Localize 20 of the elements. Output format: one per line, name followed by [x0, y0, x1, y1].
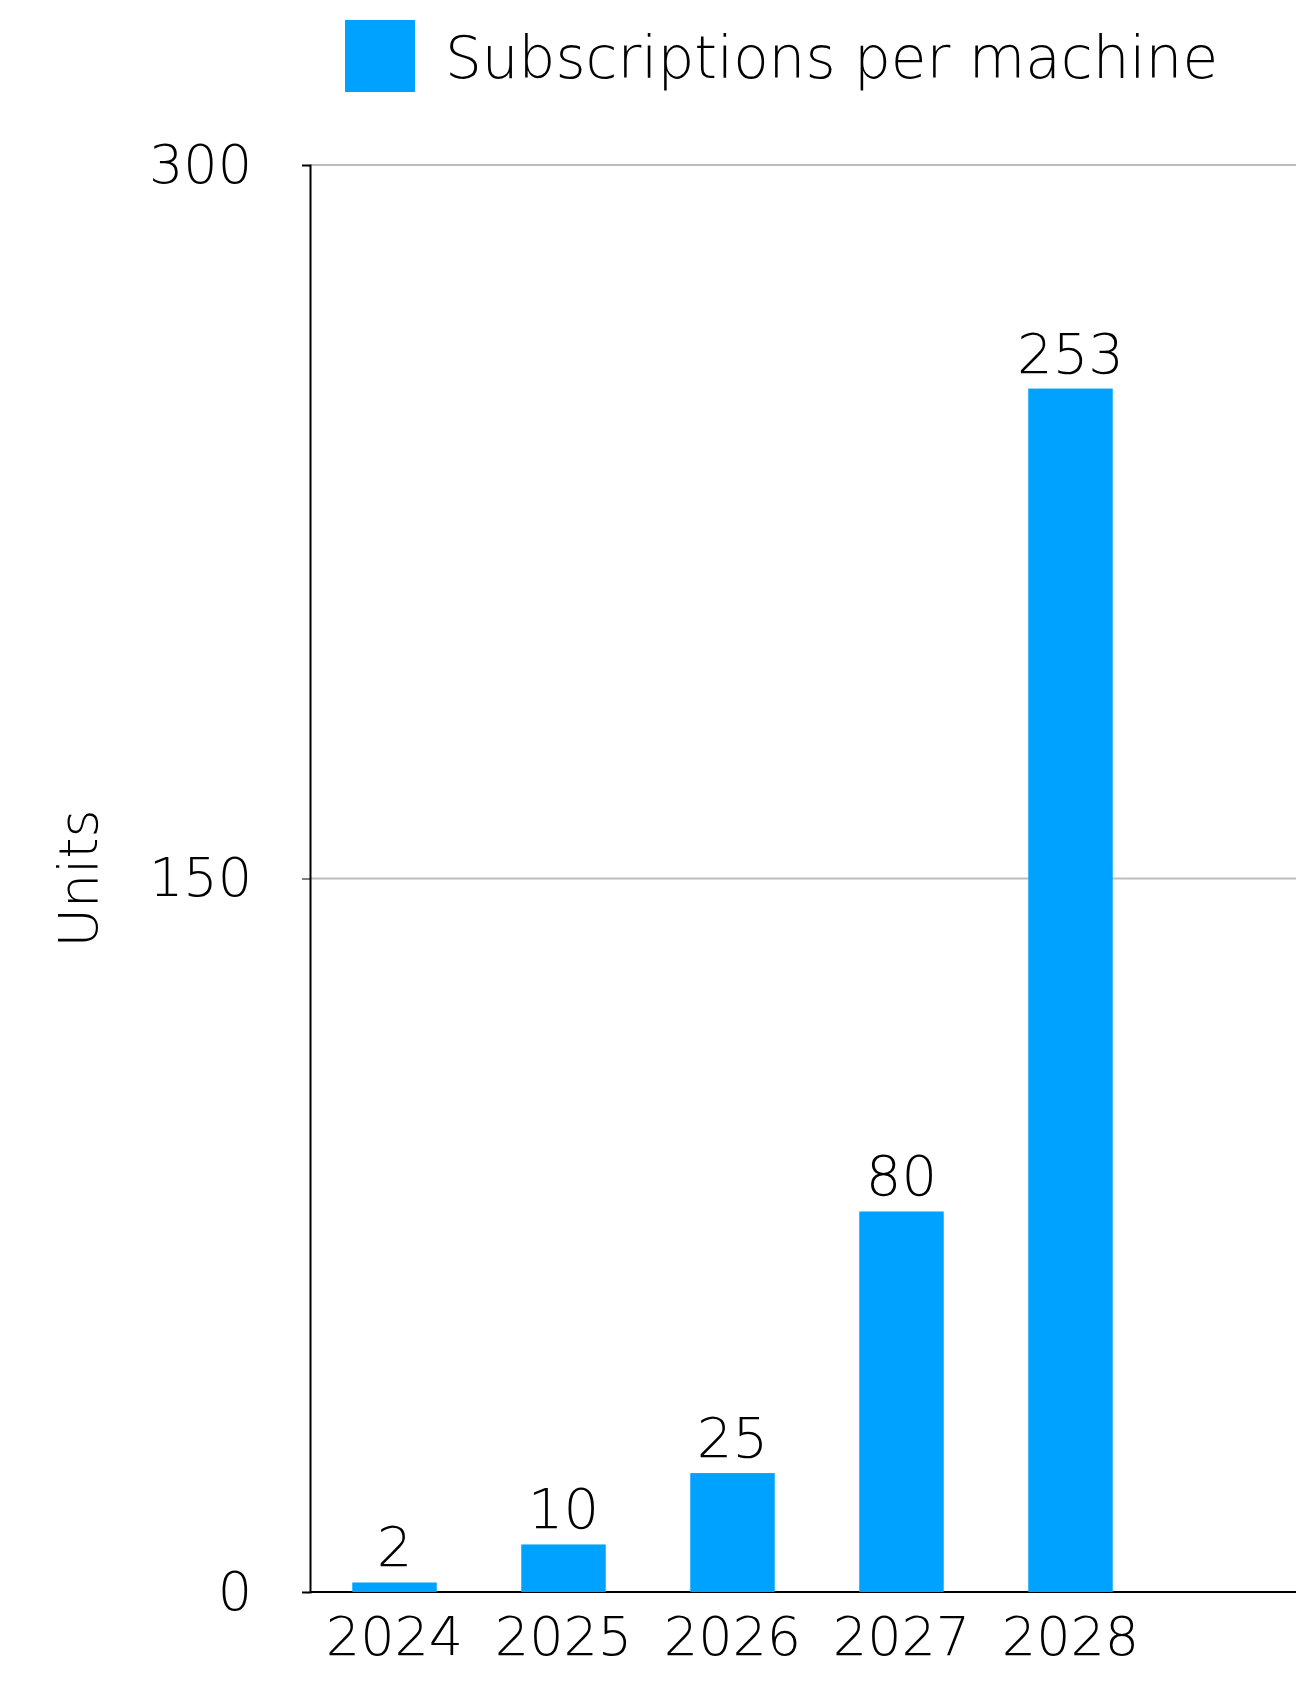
- x-tick-label: 2025: [494, 1604, 633, 1668]
- data-label: 80: [865, 1143, 938, 1209]
- x-tick-label: 2026: [663, 1604, 802, 1668]
- legend-label: Subscriptions per machine: [445, 24, 1219, 92]
- x-tick-label: 2028: [1001, 1604, 1140, 1668]
- bar: [859, 1211, 944, 1592]
- y-tick-label: 150: [148, 846, 252, 910]
- data-label: 25: [696, 1405, 769, 1471]
- x-tick-label: 2024: [325, 1604, 464, 1668]
- y-tick-label: 300: [148, 132, 252, 196]
- data-label: 10: [527, 1476, 600, 1542]
- y-tick-label: 0: [217, 1559, 252, 1623]
- data-label: 253: [1017, 320, 1124, 386]
- y-axis-title: Units: [47, 809, 110, 948]
- bar: [352, 1582, 437, 1592]
- bar: [1028, 388, 1113, 1592]
- data-label: 2: [376, 1514, 413, 1580]
- bar: [521, 1544, 606, 1592]
- bar: [690, 1473, 775, 1592]
- x-tick-label: 2027: [832, 1604, 971, 1668]
